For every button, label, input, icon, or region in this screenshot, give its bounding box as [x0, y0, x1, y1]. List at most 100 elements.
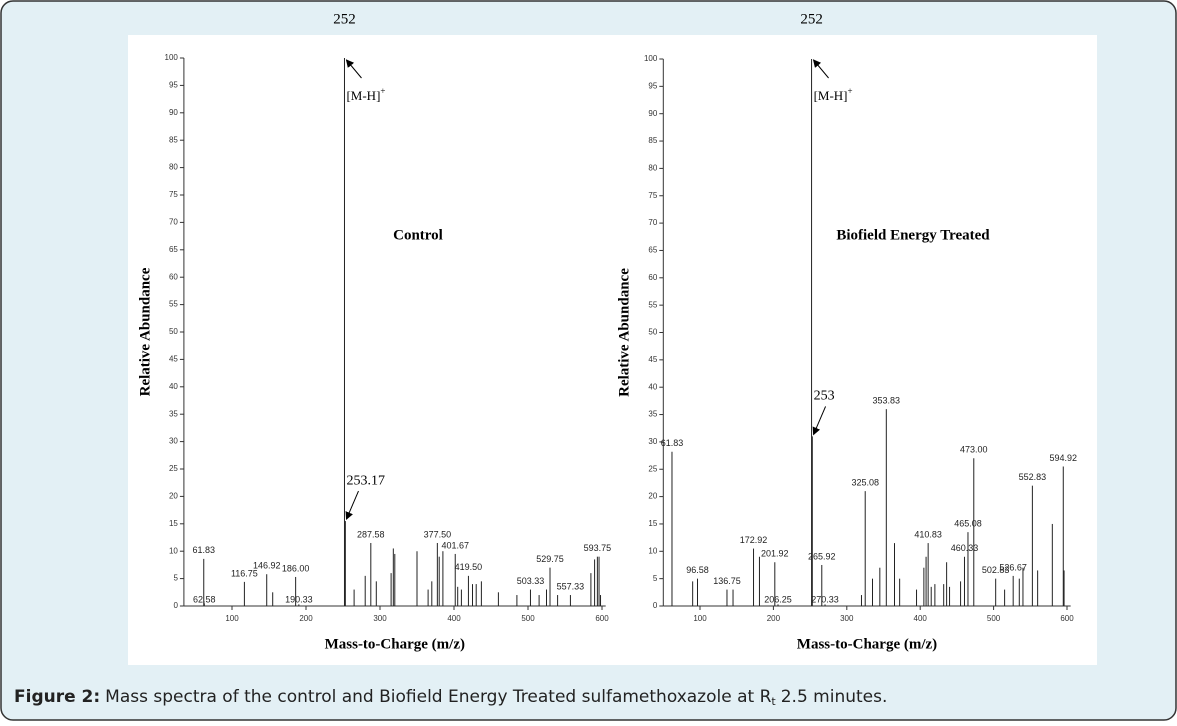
y-tick-label: 5	[173, 574, 178, 583]
y-tick-label: 35	[648, 410, 657, 419]
annotation-ion-text: [M-H]	[346, 88, 380, 103]
y-tick-label: 45	[648, 355, 657, 364]
x-tick-label: 600	[1060, 614, 1074, 623]
y-axis-label: Relative Abundance	[137, 267, 153, 396]
annotation-charge: +	[380, 86, 385, 96]
x-tick-label: 500	[521, 614, 535, 623]
x-axis-label: Mass-to-Charge (m/z)	[797, 636, 937, 652]
annotation-parent: 252	[333, 11, 356, 27]
x-tick-label: 200	[767, 614, 781, 623]
peak-label: 526.67	[999, 562, 1027, 572]
caption-label: Figure 2:	[14, 687, 100, 707]
x-tick-label: 300	[373, 614, 387, 623]
peak-label: 460.33	[951, 543, 979, 553]
y-tick-label: 15	[169, 519, 178, 528]
y-tick-label: 85	[648, 136, 657, 145]
peak-label: 353.83	[873, 395, 901, 405]
y-tick-label: 10	[169, 546, 178, 555]
peak-label: 62.58	[193, 594, 216, 604]
peak-label: 201.92	[761, 549, 789, 559]
y-tick-label: 65	[169, 245, 178, 254]
y-tick-label: 100	[644, 54, 658, 63]
y-tick-label: 60	[648, 273, 657, 282]
peak-label: 146.92	[253, 561, 281, 571]
peak-label: 116.75	[231, 568, 258, 578]
y-tick-label: 40	[648, 382, 657, 391]
y-tick-label: 90	[169, 108, 178, 117]
y-tick-label: 5	[653, 574, 658, 583]
y-tick-label: 0	[653, 601, 658, 610]
peak-label: 529.75	[536, 554, 564, 564]
y-tick-label: 100	[165, 53, 179, 62]
annotation-ion: [M-H]+	[346, 86, 385, 103]
y-tick-label: 0	[173, 601, 178, 610]
peak-label: 593.75	[584, 543, 612, 553]
caption-text: Mass spectra of the control and Biofield…	[105, 687, 771, 707]
peak-label: 401.67	[441, 540, 469, 550]
y-tick-label: 90	[648, 109, 657, 118]
y-tick-label: 10	[648, 546, 657, 555]
y-tick-label: 60	[169, 272, 178, 281]
figure-area	[128, 35, 1097, 665]
annotation-arrow	[812, 59, 829, 79]
annotation-isotope: 253.17	[346, 473, 385, 488]
caption-text-after: 2.5 minutes.	[781, 687, 888, 707]
y-tick-label: 55	[648, 300, 657, 309]
y-tick-label: 85	[169, 135, 178, 144]
annotation-parent: 252	[800, 11, 823, 27]
x-axis-label: Mass-to-Charge (m/z)	[325, 636, 465, 652]
y-tick-label: 95	[169, 81, 178, 90]
y-axis-label: Relative Abundance	[617, 268, 633, 397]
peak-label: 190.33	[285, 594, 313, 604]
y-tick-label: 20	[648, 492, 657, 501]
x-tick-label: 200	[299, 614, 313, 623]
y-tick-label: 25	[169, 464, 178, 473]
peak-label: 419.50	[455, 562, 483, 572]
y-tick-label: 45	[169, 355, 178, 364]
peak-label: 287.58	[357, 529, 385, 539]
x-tick-label: 500	[987, 614, 1001, 623]
x-tick-label: 100	[693, 614, 707, 623]
y-tick-label: 40	[169, 382, 178, 391]
x-tick-label: 600	[595, 614, 609, 623]
y-tick-label: 30	[169, 437, 178, 446]
y-tick-label: 70	[169, 218, 178, 227]
peak-label: 377.50	[424, 529, 452, 539]
y-tick-label: 95	[648, 81, 657, 90]
y-tick-label: 25	[648, 464, 657, 473]
y-tick-label: 80	[648, 164, 657, 173]
annotation-arrow	[345, 490, 359, 520]
y-tick-label: 55	[169, 300, 178, 309]
y-tick-label: 20	[169, 492, 178, 501]
peak-label: 552.83	[1019, 472, 1047, 482]
y-tick-label: 75	[169, 190, 178, 199]
y-tick-label: 30	[648, 437, 657, 446]
peak-label: 594.92	[1050, 453, 1078, 463]
peak-label: 186.00	[282, 563, 310, 573]
peak-label: 206.25	[764, 594, 792, 604]
peak-label: 136.75	[713, 576, 741, 586]
peak-label: 96.58	[686, 565, 709, 575]
peak-label: 410.83	[914, 529, 942, 539]
peak-label: 325.08	[851, 478, 879, 488]
peak-label: 465.08	[954, 519, 982, 529]
y-tick-label: 80	[169, 163, 178, 172]
annotation-arrow	[812, 406, 827, 436]
peak-label: 557.33	[557, 581, 585, 591]
chart-title: Control	[393, 227, 443, 243]
peak-label: 61.83	[192, 545, 215, 555]
annotation-ion: [M-H]+	[814, 86, 853, 103]
peak-label: 502.83	[982, 565, 1010, 575]
y-tick-label: 15	[648, 519, 657, 528]
y-tick-label: 75	[648, 191, 657, 200]
x-tick-label: 300	[840, 614, 854, 623]
peak-label: 270.33	[811, 594, 839, 604]
y-tick-label: 35	[169, 409, 178, 418]
annotation-isotope: 253	[814, 389, 835, 404]
peak-label: 265.92	[808, 551, 836, 561]
annotation-ion-text: [M-H]	[814, 88, 848, 103]
y-tick-label: 70	[648, 218, 657, 227]
caption-subscript: t	[771, 695, 776, 708]
y-tick-label: 65	[648, 246, 657, 255]
